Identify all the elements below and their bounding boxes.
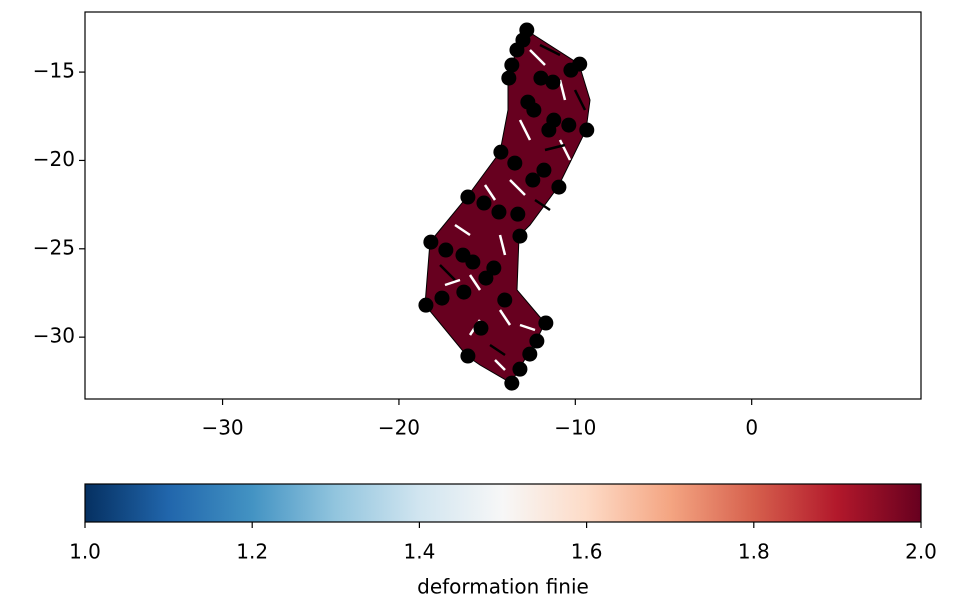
node — [434, 290, 450, 306]
node — [541, 122, 557, 138]
colorbar-tick-label: 1.0 — [69, 540, 101, 564]
node — [526, 102, 542, 118]
node — [538, 315, 554, 331]
node — [509, 42, 525, 58]
node — [512, 228, 528, 244]
colorbar-tick-label: 1.4 — [403, 540, 435, 564]
node — [533, 70, 549, 86]
colorbar-tick-label: 1.6 — [571, 540, 603, 564]
node — [438, 242, 454, 258]
node — [493, 144, 509, 160]
node — [478, 270, 494, 286]
colorbar-tick-label: 1.2 — [236, 540, 268, 564]
node — [501, 70, 517, 86]
node — [460, 189, 476, 205]
colorbar-tick-label: 2.0 — [905, 540, 937, 564]
node — [507, 155, 523, 171]
x-tick-label: 0 — [745, 416, 758, 440]
colorbar-tick-label: 1.8 — [738, 540, 770, 564]
colorbar-label: deformation finie — [417, 575, 589, 599]
node — [465, 254, 481, 270]
node — [476, 195, 492, 211]
x-tick-label: −10 — [554, 416, 596, 440]
node — [561, 117, 577, 133]
node — [486, 260, 502, 276]
node — [510, 206, 526, 222]
node — [497, 292, 513, 308]
node — [536, 162, 552, 178]
node — [473, 320, 489, 336]
node — [545, 74, 561, 90]
colorbar — [84, 483, 922, 523]
node — [504, 57, 520, 73]
plot-frame — [84, 11, 922, 400]
node — [529, 333, 545, 349]
node — [456, 284, 472, 300]
y-tick-label: −25 — [33, 235, 75, 259]
node — [460, 348, 476, 364]
node — [504, 375, 520, 391]
node — [418, 297, 434, 313]
y-tick-label: −30 — [33, 324, 75, 348]
node — [512, 361, 528, 377]
node — [579, 122, 595, 138]
y-tick-label: −20 — [33, 147, 75, 171]
node — [423, 234, 439, 250]
node — [551, 179, 567, 195]
node — [491, 204, 507, 220]
x-tick-label: −30 — [201, 416, 243, 440]
node — [525, 172, 541, 188]
x-tick-label: −20 — [378, 416, 420, 440]
node — [522, 346, 538, 362]
node — [563, 62, 579, 78]
y-tick-label: −15 — [33, 59, 75, 83]
